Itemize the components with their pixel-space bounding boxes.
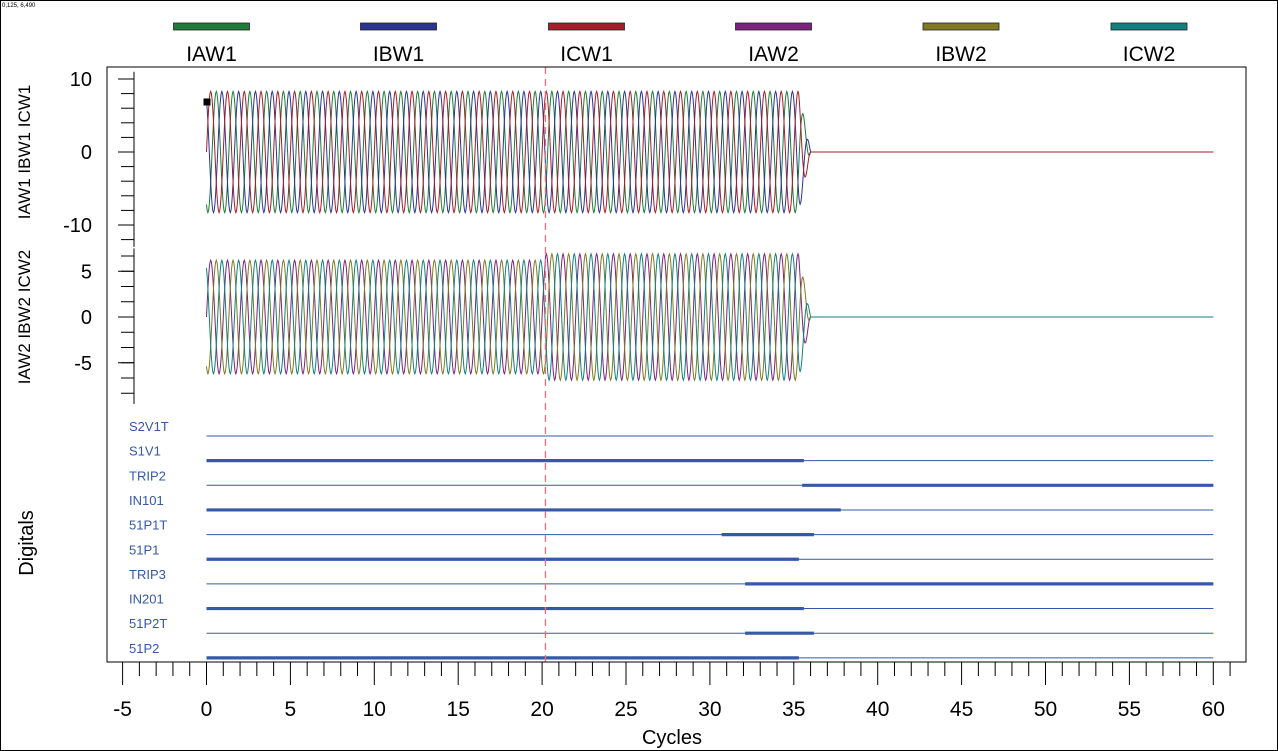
x-tick-label: 10: [363, 698, 386, 721]
digital-channel-s1v1: S1V1: [129, 444, 1214, 463]
y-tick-label: 10: [70, 69, 92, 91]
x-tick-label: 25: [614, 698, 637, 721]
legend-entry-icw2: ICW2: [1110, 22, 1188, 66]
digital-channel-label: TRIP3: [129, 567, 166, 582]
digital-channel-51p1: 51P1: [129, 542, 1214, 561]
x-tick-label: 0: [201, 698, 213, 721]
x-tick-label: 40: [866, 698, 889, 721]
digital-channel-trip3: TRIP3: [129, 567, 1214, 586]
panel1-y-axis-label: IAW1 IBW1 ICW1: [15, 85, 34, 219]
y-tick-label: -10: [63, 215, 92, 237]
digital-channel-label: 51P1T: [129, 518, 167, 533]
legend-swatch: [548, 22, 625, 31]
x-tick-label: 55: [1118, 698, 1141, 721]
x-axis: -5 0 5 10 15 20 25 30 35 40 45 50 55 60: [107, 661, 1246, 721]
x-tick-label: 20: [530, 698, 553, 721]
legend-entry-iaw1: IAW1: [173, 22, 250, 66]
legend-label: IAW1: [186, 43, 237, 66]
digital-channel-label: S1V1: [129, 444, 161, 459]
y-tick-label: 0: [81, 307, 92, 329]
x-tick-label: -5: [113, 698, 132, 721]
digital-channel-label: IN101: [129, 493, 164, 508]
digital-channels: S2V1T S1V1 TRIP2 IN101 51P1T 51P1 TRIP3 IN201 51…: [129, 419, 1214, 660]
legend: IAW1 IBW1 ICW1 IAW2 IBW2 ICW2: [173, 22, 1188, 66]
panel2-y-axis-label: IAW2 IBW2 ICW2: [15, 250, 34, 384]
digital-channel-trip2: TRIP2: [129, 468, 1214, 487]
legend-label: IBW2: [935, 43, 986, 66]
digital-channel-label: 51P2: [129, 641, 159, 656]
digital-channel-label: S2V1T: [129, 419, 169, 434]
y-tick-label: 0: [81, 142, 92, 164]
waveform-icw1: [206, 89, 811, 215]
digital-channel-in101: IN101: [129, 493, 1214, 512]
legend-entry-iaw2: IAW2: [735, 22, 812, 66]
plot-area-border: [106, 66, 1247, 663]
x-axis-label: Cycles: [642, 727, 702, 749]
x-tick-label: 35: [782, 698, 805, 721]
waveform-iaw2: [206, 252, 811, 382]
x-tick-label: 60: [1202, 698, 1225, 721]
legend-swatch: [922, 22, 1000, 31]
legend-swatch: [360, 22, 437, 31]
x-tick-label: 5: [285, 698, 297, 721]
y-tick-label: -5: [74, 353, 92, 375]
digital-channel-51p2: 51P2: [129, 641, 1214, 660]
legend-swatch: [1110, 22, 1188, 31]
digital-channel-label: TRIP2: [129, 468, 166, 483]
x-tick-label: 45: [950, 698, 973, 721]
waveform-ibw2: [206, 252, 812, 382]
legend-label: ICW1: [560, 43, 613, 66]
digital-channel-51p2t: 51P2T: [129, 616, 1214, 635]
waveform-ibw1: [206, 89, 812, 215]
digital-channel-label: 51P2T: [129, 616, 167, 631]
digital-channel-label: 51P1: [129, 542, 159, 557]
x-tick-label: 30: [698, 698, 721, 721]
cursor-readout: 0,125, 6,490: [2, 3, 36, 9]
legend-label: ICW2: [1123, 43, 1176, 66]
x-tick-label: 50: [1034, 698, 1057, 721]
analog-y-axes: 10 0 -10 5 0 -5: [63, 69, 135, 404]
digital-channel-51p1t: 51P1T: [129, 518, 1214, 537]
y-tick-label: 5: [81, 261, 92, 283]
legend-label: IBW1: [373, 43, 424, 66]
waveform-icw2: [206, 252, 812, 382]
legend-label: IAW2: [748, 43, 799, 66]
digitals-y-axis-label: Digitals: [16, 510, 38, 576]
legend-entry-icw1: ICW1: [548, 22, 625, 66]
digital-channel-in201: IN201: [129, 592, 1214, 611]
digital-channel-s2v1t: S2V1T: [129, 419, 1214, 437]
digital-channel-label: IN201: [129, 592, 164, 607]
legend-swatch: [173, 22, 250, 31]
waveform-iaw1: [206, 89, 812, 215]
analog-waveforms: [203, 89, 1214, 382]
legend-entry-ibw2: IBW2: [922, 22, 1000, 66]
legend-swatch: [735, 22, 812, 31]
x-tick-label: 15: [447, 698, 470, 721]
legend-entry-ibw1: IBW1: [360, 22, 437, 66]
sample-marker: [203, 98, 211, 106]
